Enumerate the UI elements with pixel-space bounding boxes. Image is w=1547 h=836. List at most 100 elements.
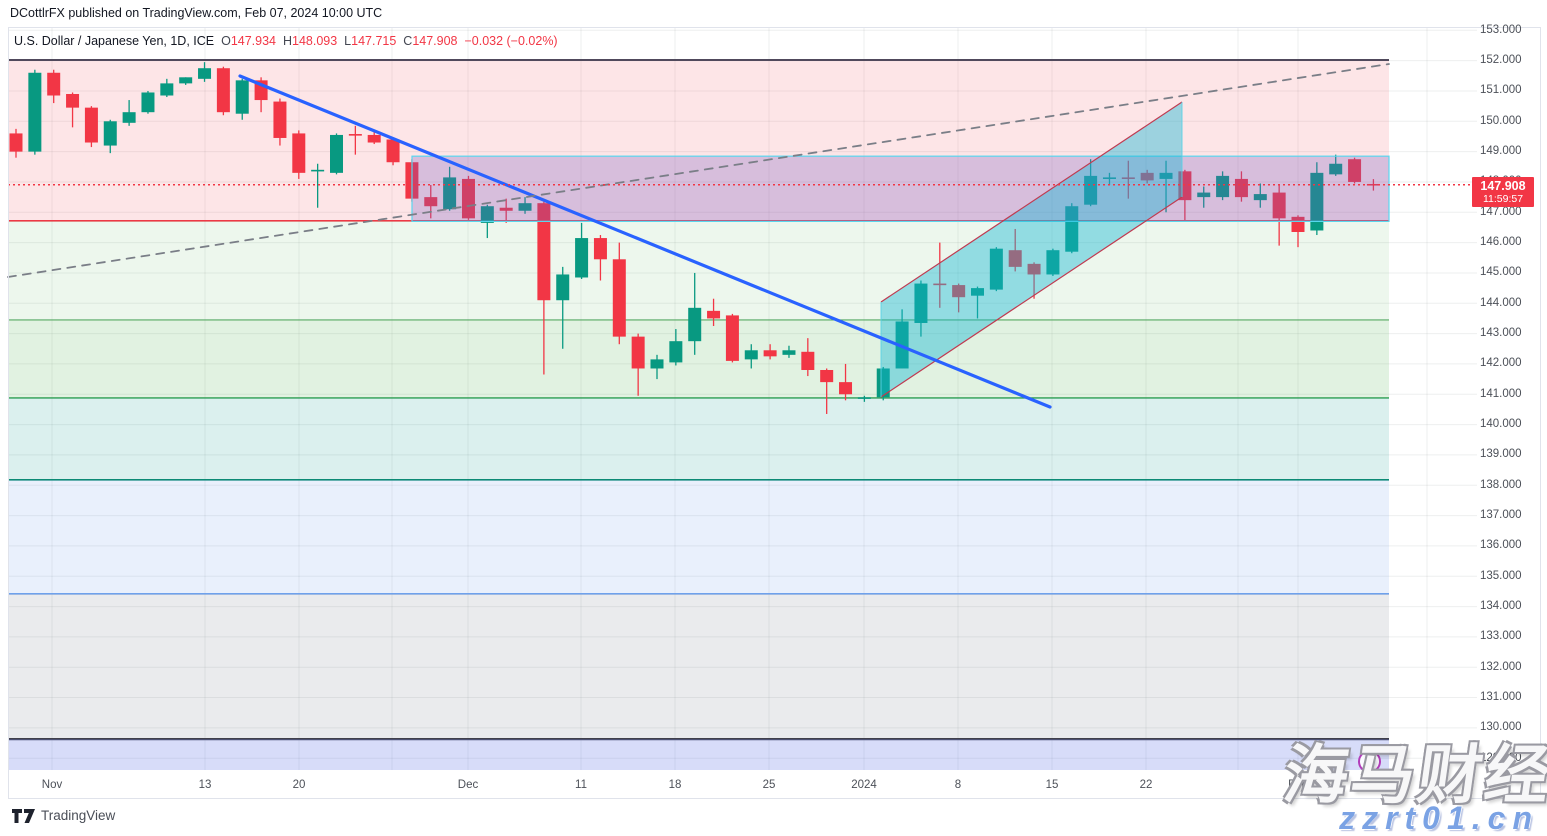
candle xyxy=(198,62,212,82)
price-tick-label: 137.000 xyxy=(1480,509,1522,522)
candle xyxy=(857,395,871,402)
tradingview-logo-text: TradingView xyxy=(41,808,116,823)
candle xyxy=(499,198,513,223)
price-tick-label: 133.000 xyxy=(1480,630,1522,643)
price-tick-label: 144.000 xyxy=(1480,296,1522,309)
candle xyxy=(1253,183,1267,208)
last-price-badge: 147.908 11:59:57 xyxy=(1472,176,1534,207)
price-tick-label: 129.000 xyxy=(1480,751,1522,764)
time-tick-label: 8 xyxy=(954,779,962,791)
time-tick-label: 15 xyxy=(1045,779,1059,791)
candle xyxy=(311,163,325,208)
open-label: O xyxy=(221,34,231,48)
candle xyxy=(461,175,475,220)
candle xyxy=(820,368,834,414)
candle xyxy=(1027,262,1041,299)
candle xyxy=(1046,248,1060,276)
chart-right-border xyxy=(1540,27,1541,799)
price-tick-label: 140.000 xyxy=(1480,418,1522,431)
symbol-title[interactable]: U.S. Dollar / Japanese Yen, 1D, ICE xyxy=(14,34,215,48)
flash-reaction-icon[interactable] xyxy=(1357,749,1382,779)
candle xyxy=(707,298,721,327)
candle xyxy=(801,338,815,377)
candle xyxy=(518,197,532,214)
candle xyxy=(141,90,155,114)
candle xyxy=(593,235,607,281)
candle xyxy=(556,266,570,349)
price-tick-label: 149.000 xyxy=(1480,145,1522,158)
candle xyxy=(1159,160,1173,213)
price-tick-label: 151.000 xyxy=(1480,84,1522,97)
candle xyxy=(235,78,249,120)
chart-top-border xyxy=(8,27,1540,28)
time-tick-label: 13 xyxy=(198,779,212,791)
candle xyxy=(933,242,947,308)
candle xyxy=(537,201,551,375)
candle xyxy=(763,344,777,360)
time-tick-label: 22 xyxy=(1139,779,1153,791)
change-value: −0.032 (−0.02%) xyxy=(464,34,558,48)
open-value: 147.934 xyxy=(230,34,277,48)
candle xyxy=(292,130,306,179)
close-label: C xyxy=(403,34,413,48)
candle xyxy=(424,184,438,219)
price-tick-label: 132.000 xyxy=(1480,660,1522,673)
candle xyxy=(1197,186,1211,208)
candle xyxy=(1216,171,1230,201)
candle xyxy=(1008,228,1022,272)
candle xyxy=(216,66,230,116)
watermark-url: zzrt01.cn xyxy=(1339,800,1539,836)
price-tick-label: 134.000 xyxy=(1480,600,1522,613)
candle xyxy=(989,247,1003,292)
price-tick-label: 130.000 xyxy=(1480,721,1522,734)
price-tick-label: 142.000 xyxy=(1480,357,1522,370)
candle xyxy=(47,69,61,104)
candle xyxy=(725,313,739,363)
low-value: 147.715 xyxy=(351,34,397,48)
last-price-value: 147.908 xyxy=(1480,178,1526,193)
candle xyxy=(782,345,796,358)
time-tick-label: 18 xyxy=(668,779,682,791)
candle xyxy=(1291,215,1305,248)
candle xyxy=(9,128,23,158)
low-label: L xyxy=(344,34,352,48)
candle xyxy=(84,106,98,148)
candle xyxy=(66,92,80,128)
candle xyxy=(1065,203,1079,254)
candle xyxy=(367,130,381,145)
candle xyxy=(744,344,758,369)
high-value: 148.093 xyxy=(292,34,338,48)
candle xyxy=(1140,169,1154,184)
time-tick-label: 2024 xyxy=(851,779,877,791)
candle xyxy=(443,166,457,211)
high-label: H xyxy=(282,34,293,48)
time-tick-label: 20 xyxy=(292,779,306,791)
close-value: 147.908 xyxy=(412,34,458,48)
candle xyxy=(179,77,193,85)
candle xyxy=(1121,160,1135,199)
time-tick-label: 11 xyxy=(575,779,587,791)
candle xyxy=(103,119,117,154)
candle xyxy=(669,329,683,366)
time-tick-label: 12 xyxy=(1420,779,1434,791)
candle xyxy=(122,100,136,126)
price-tick-label: 145.000 xyxy=(1480,266,1522,279)
price-tick-label: 152.000 xyxy=(1480,54,1522,67)
time-tick-label: Dec xyxy=(457,779,479,791)
candle xyxy=(952,283,966,313)
price-tick-label: 143.000 xyxy=(1480,327,1522,340)
symbol-legend[interactable]: U.S. Dollar / Japanese Yen, 1D, ICE O147… xyxy=(14,34,558,48)
candle xyxy=(650,354,664,380)
candle xyxy=(386,137,400,166)
candle xyxy=(575,222,589,280)
price-tick-label: 141.000 xyxy=(1480,387,1522,400)
candle xyxy=(914,280,928,337)
candle xyxy=(1272,184,1286,246)
price-tick-label: 150.000 xyxy=(1480,114,1522,127)
candle xyxy=(1310,162,1324,236)
tradingview-logo-icon xyxy=(12,808,35,823)
candle xyxy=(612,242,626,345)
tradingview-logo[interactable]: TradingView xyxy=(12,808,115,823)
